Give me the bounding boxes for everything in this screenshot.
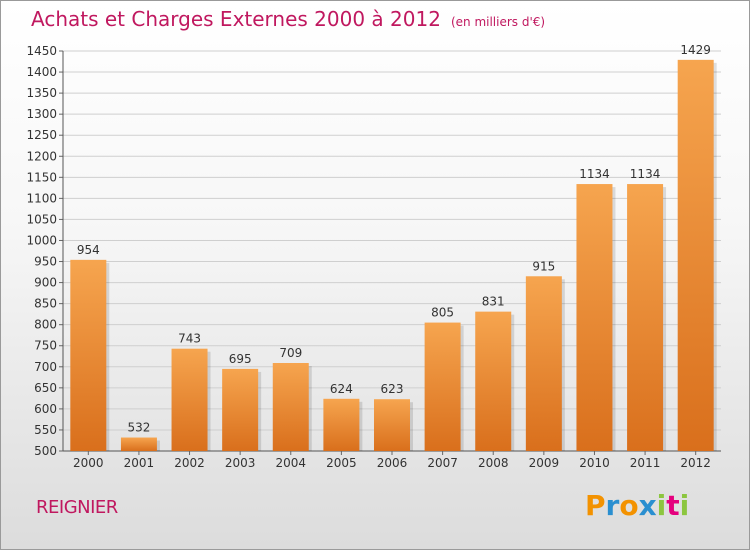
y-tick-label: 1350 [26, 86, 57, 100]
data-label: 1429 [680, 43, 711, 57]
y-tick-label: 700 [34, 360, 57, 374]
data-label: 805 [431, 306, 454, 320]
bar [525, 276, 562, 451]
logo-letter: i [656, 489, 667, 522]
data-labels: 954 532 743 695 709 624 623 805 831 915 1134 1134 14… [77, 43, 711, 435]
y-tick-label: 1050 [26, 212, 57, 226]
y-tick-label: 1000 [26, 233, 57, 247]
y-tick-label: 1300 [26, 107, 57, 121]
data-label: 532 [127, 421, 150, 435]
title-text: Achats et Charges Externes 2000 à 2012 [31, 7, 441, 31]
y-tick-label: 550 [34, 423, 57, 437]
y-tick-label: 800 [34, 318, 57, 332]
x-tick-label: 2005 [326, 456, 357, 470]
proxiti-logo[interactable]: Proxiti [585, 489, 689, 522]
y-tick-label: 1200 [26, 149, 57, 163]
x-tick-label: 2009 [529, 456, 560, 470]
bar [374, 399, 410, 451]
data-label: 954 [77, 243, 100, 257]
y-tick-label: 900 [34, 276, 57, 290]
bar [120, 437, 157, 451]
commune-name: REIGNIER [36, 497, 118, 518]
x-tick-label: 2004 [275, 456, 306, 470]
logo-letter: r [605, 489, 620, 522]
x-tick-label: 2002 [174, 456, 205, 470]
bar [70, 259, 107, 451]
bar [272, 363, 309, 451]
chart-subtitle: (en milliers d'€) [450, 15, 546, 29]
y-tick-label: 1150 [26, 170, 57, 184]
bar [222, 368, 259, 451]
y-tick-label: 750 [34, 339, 57, 353]
axes: 500 550 600 650 700 750 800 850 900 950 1000 1050 11… [26, 44, 721, 470]
x-tick-label: 2010 [579, 456, 610, 470]
bar [475, 311, 512, 451]
x-tick-label: 2000 [73, 456, 104, 470]
data-label: 709 [279, 346, 302, 360]
y-tick-label: 600 [34, 402, 57, 416]
data-label: 695 [229, 352, 252, 366]
y-tick-label: 650 [34, 381, 57, 395]
bar [424, 322, 461, 451]
data-label: 1134 [630, 167, 661, 181]
data-label: 623 [381, 382, 404, 396]
logo-letter: i [679, 489, 690, 522]
logo-letter: t [666, 489, 680, 522]
bars [70, 59, 717, 452]
x-tick-label: 2006 [377, 456, 408, 470]
data-label: 624 [330, 382, 353, 396]
bar [677, 59, 714, 452]
x-tick-label: 2011 [630, 456, 661, 470]
y-tick-label: 1250 [26, 128, 57, 142]
logo-letter: x [638, 489, 657, 522]
chart-title: Achats et Charges Externes 2000 à 2012 (e… [31, 7, 545, 31]
bar [323, 398, 360, 451]
logo-letter: P [585, 489, 606, 522]
y-tick-label: 1100 [26, 191, 57, 205]
data-label: 915 [532, 259, 555, 273]
x-tick-label: 2003 [225, 456, 256, 470]
data-label: 743 [178, 332, 201, 346]
bar [171, 348, 208, 451]
data-label: 1134 [579, 167, 610, 181]
y-tick-label: 850 [34, 297, 57, 311]
y-tick-label: 950 [34, 255, 57, 269]
y-tick-label: 500 [34, 444, 57, 458]
x-tick-label: 2012 [680, 456, 711, 470]
data-label: 831 [482, 295, 505, 309]
x-tick-label: 2007 [427, 456, 458, 470]
x-tick-label: 2001 [124, 456, 155, 470]
bar [627, 184, 664, 452]
bar [576, 184, 613, 452]
y-tick-label: 1400 [26, 65, 57, 79]
logo-letter: o [619, 489, 639, 522]
y-tick-label: 1450 [26, 44, 57, 58]
x-tick-label: 2008 [478, 456, 509, 470]
